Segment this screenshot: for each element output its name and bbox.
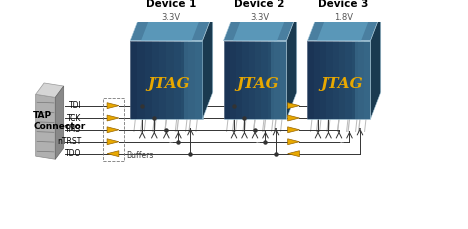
Text: 1.8V: 1.8V [334,13,353,22]
Bar [230,41,236,119]
Bar [314,41,320,119]
Bar [184,41,203,119]
Bar [145,41,152,119]
Bar [326,41,333,119]
Text: TMS: TMS [247,132,254,142]
Bar [261,41,268,119]
Polygon shape [288,151,300,157]
Bar [268,41,274,119]
Bar [355,41,371,119]
Polygon shape [307,14,381,41]
Polygon shape [36,83,64,97]
Bar [271,41,286,119]
Bar [166,41,174,119]
Bar [195,41,203,119]
Polygon shape [224,14,297,41]
Bar [181,41,188,119]
Text: 3.3V: 3.3V [161,13,181,22]
Text: TDI: TDI [311,132,317,141]
Polygon shape [288,127,300,133]
Text: TDI: TDI [69,101,81,110]
Text: TCK: TCK [321,132,328,142]
Polygon shape [141,14,202,41]
Polygon shape [371,14,381,119]
Bar [307,41,371,119]
Text: TCK: TCK [67,114,81,123]
Text: JTAG: JTAG [148,77,190,91]
Bar [364,41,371,119]
Polygon shape [288,139,300,145]
Text: TDO: TDO [268,132,275,142]
Bar [224,41,230,119]
Bar [152,41,159,119]
Polygon shape [55,86,64,159]
Bar [345,41,351,119]
Text: TDO: TDO [65,149,81,158]
Text: TDO: TDO [352,132,359,142]
Text: JTAG: JTAG [321,77,363,91]
Bar [174,41,181,119]
Polygon shape [286,14,297,119]
Text: nTRST: nTRST [168,132,177,147]
Text: TMS: TMS [158,132,165,142]
Bar [358,41,364,119]
Text: Buffers: Buffers [126,151,153,160]
Text: Device 3: Device 3 [318,0,369,9]
Text: TCK: TCK [146,132,154,142]
Polygon shape [288,115,300,121]
Polygon shape [203,14,213,119]
Bar [159,41,166,119]
Text: TMS: TMS [66,125,81,134]
Bar [255,41,261,119]
Text: nTRST: nTRST [256,132,264,147]
Polygon shape [107,127,119,133]
Polygon shape [107,139,119,145]
Bar [138,41,145,119]
Bar [280,41,286,119]
Text: nTRST: nTRST [340,132,349,147]
Text: TMS: TMS [331,132,338,142]
Bar [333,41,339,119]
Bar [130,41,138,119]
Polygon shape [107,115,119,121]
Text: JTAG: JTAG [236,77,279,91]
Bar [274,41,280,119]
Bar [339,41,345,119]
Bar [236,41,242,119]
Polygon shape [288,103,300,109]
Text: TDI: TDI [135,132,141,141]
Polygon shape [233,14,287,41]
Bar [320,41,326,119]
Text: TCK: TCK [237,132,243,142]
Bar [249,41,255,119]
Polygon shape [130,14,213,41]
Bar [103,98,124,161]
Bar [242,41,249,119]
Bar [351,41,358,119]
Text: nTRST: nTRST [57,137,81,146]
Bar [224,41,286,119]
Text: TDO: TDO [183,132,190,142]
Polygon shape [107,103,119,109]
Text: Device 2: Device 2 [234,0,285,9]
Text: Device 1: Device 1 [146,0,196,9]
Text: TDI: TDI [227,132,233,141]
Bar [188,41,195,119]
Polygon shape [107,151,119,157]
Bar [307,41,314,119]
Bar [130,41,203,119]
Text: TAP: TAP [33,112,52,120]
Polygon shape [36,94,55,159]
Polygon shape [317,14,371,41]
Text: Connector: Connector [33,122,86,131]
Text: 3.3V: 3.3V [250,13,269,22]
